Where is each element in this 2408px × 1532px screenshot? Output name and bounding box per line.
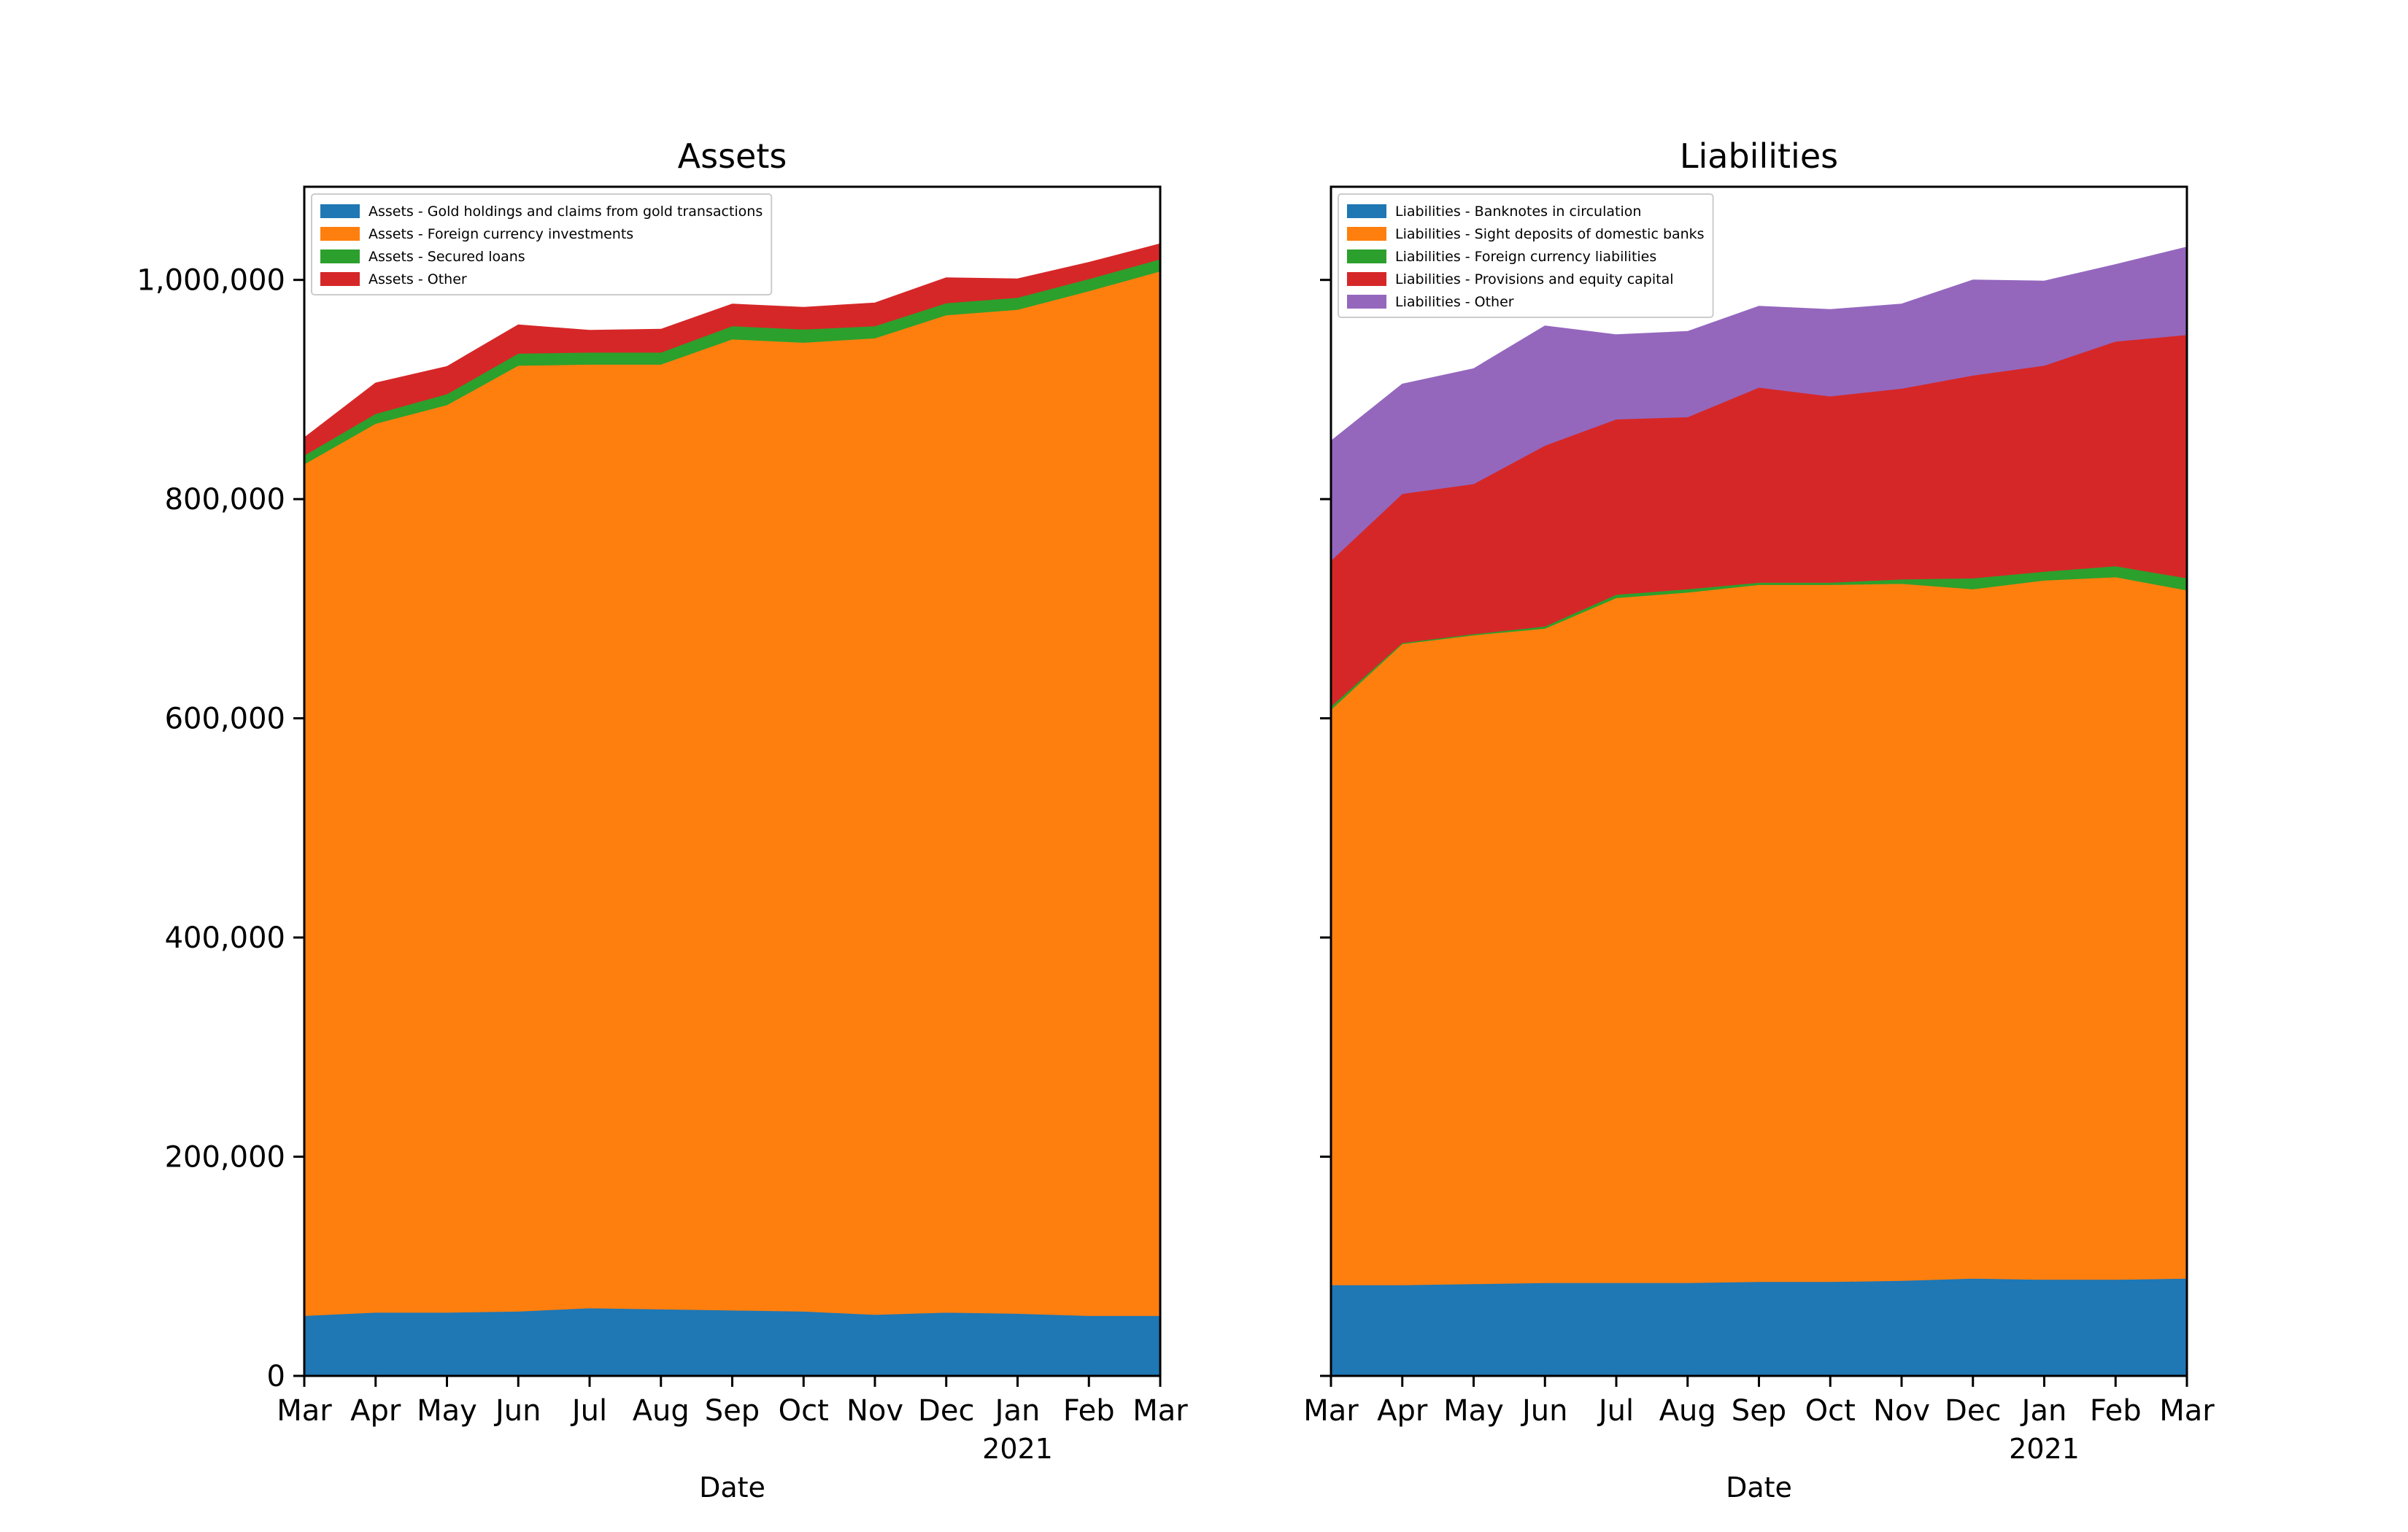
liabilities-x-tick-label: May xyxy=(1443,1394,1504,1428)
assets-x-tick-label: Sep xyxy=(705,1394,760,1428)
assets-areas xyxy=(304,243,1161,1377)
liabilities-x-tick-label: Dec xyxy=(1945,1394,2001,1428)
assets-x-year-label: 2021 xyxy=(982,1433,1053,1465)
assets-legend-label: Assets - Other xyxy=(368,271,467,287)
assets-x-tick-label: Dec xyxy=(918,1394,974,1428)
assets-x-tick-label: Jan xyxy=(993,1394,1041,1428)
assets-y-tick-label: 400,000 xyxy=(165,921,285,955)
liabilities-y-axis xyxy=(1320,279,1331,1377)
liabilities-x-tick-label: Feb xyxy=(2090,1394,2142,1428)
assets-area-gold-holdings-and-claims-from-gold-transactions xyxy=(304,1307,1161,1377)
liabilities-legend-label: Liabilities - Other xyxy=(1395,294,1514,310)
liabilities-x-tick-label: Apr xyxy=(1377,1394,1428,1428)
liabilities-x-tick-label: Sep xyxy=(1732,1394,1786,1428)
assets-chart: 0 200,000 400,000 600,000 800,000 1,000,000 M… xyxy=(136,136,1188,1504)
liabilities-area-banknotes-in-circulation xyxy=(1330,1277,2188,1377)
liabilities-x-tick-label: Oct xyxy=(1805,1394,1856,1428)
liabilities-chart-title: Liabilities xyxy=(1680,136,1838,176)
liabilities-x-year-label: 2021 xyxy=(2009,1433,2080,1465)
assets-x-tick-label: Oct xyxy=(779,1394,829,1428)
assets-legend-label: Assets - Gold holdings and claims from g… xyxy=(368,204,763,220)
assets-x-tick-label: Mar xyxy=(277,1394,332,1428)
liabilities-area-sight-deposits-of-domestic-banks xyxy=(1330,576,2188,1285)
assets-x-tick-label: Jun xyxy=(493,1394,541,1428)
assets-legend-swatch xyxy=(320,204,360,218)
liabilities-legend-label: Liabilities - Sight deposits of domestic… xyxy=(1395,226,1705,242)
assets-x-tick-label: Jul xyxy=(570,1394,607,1428)
liabilities-x-tick-label: Aug xyxy=(1659,1394,1716,1428)
liabilities-legend-swatch xyxy=(1347,249,1386,263)
assets-legend-label: Assets - Secured loans xyxy=(368,249,525,265)
assets-y-tick-label: 0 xyxy=(267,1360,285,1393)
liabilities-legend-swatch xyxy=(1347,295,1386,309)
assets-legend-swatch xyxy=(320,227,360,241)
liabilities-areas xyxy=(1330,246,2188,1377)
assets-y-tick-label: 1,000,000 xyxy=(136,264,285,298)
liabilities-x-tick-label: Nov xyxy=(1873,1394,1930,1428)
assets-legend: Assets - Gold holdings and claims from g… xyxy=(311,193,773,295)
assets-x-tick-label: Feb xyxy=(1063,1394,1115,1428)
assets-legend-label: Assets - Foreign currency investments xyxy=(368,226,633,242)
liabilities-legend-box xyxy=(1338,193,1714,318)
assets-y-tick-label: 800,000 xyxy=(165,483,285,517)
assets-x-axis-label: Date xyxy=(699,1471,765,1504)
assets-y-tick-label: 600,000 xyxy=(165,703,285,736)
liabilities-chart: Mar Apr May Jun Jul Aug Sep Oct Nov Dec Jan Feb Mar … xyxy=(1303,136,2215,1504)
assets-x-tick-label: May xyxy=(417,1394,477,1428)
liabilities-x-tick-label: Mar xyxy=(1303,1394,1359,1428)
liabilities-x-tick-label: Jun xyxy=(1520,1394,1568,1428)
liabilities-legend-swatch xyxy=(1347,227,1386,241)
assets-legend-swatch xyxy=(320,272,360,286)
assets-x-tick-label: Apr xyxy=(350,1394,401,1428)
liabilities-legend: Liabilities - Banknotes in circulation Li… xyxy=(1338,193,1714,318)
liabilities-x-tick-label: Jan xyxy=(2020,1394,2067,1428)
assets-x-axis: Mar Apr May Jun Jul Aug Sep Oct Nov Dec Jan Feb Mar xyxy=(277,1376,1188,1428)
liabilities-x-tick-label: Jul xyxy=(1597,1394,1634,1428)
liabilities-legend-label: Liabilities - Banknotes in circulation xyxy=(1395,204,1641,220)
assets-x-tick-label: Aug xyxy=(633,1394,690,1428)
assets-y-tick-label: 200,000 xyxy=(165,1141,285,1175)
assets-legend-box xyxy=(311,193,773,295)
liabilities-legend-label: Liabilities - Provisions and equity capi… xyxy=(1395,271,1674,287)
liabilities-legend-swatch xyxy=(1347,272,1386,286)
liabilities-x-axis: Mar Apr May Jun Jul Aug Sep Oct Nov Dec Jan Feb Mar xyxy=(1303,1376,2215,1428)
assets-x-tick-label: Nov xyxy=(846,1394,903,1428)
liabilities-legend-swatch xyxy=(1347,204,1386,218)
assets-y-axis: 0 200,000 400,000 600,000 800,000 1,000,000 xyxy=(136,264,304,1393)
assets-legend-swatch xyxy=(320,249,360,263)
assets-x-tick-label: Mar xyxy=(1132,1394,1188,1428)
liabilities-x-tick-label: Mar xyxy=(2159,1394,2215,1428)
assets-chart-title: Assets xyxy=(678,136,787,176)
liabilities-legend-label: Liabilities - Foreign currency liabiliti… xyxy=(1395,249,1656,265)
assets-area-foreign-currency-investments xyxy=(304,271,1161,1316)
liabilities-x-axis-label: Date xyxy=(1726,1471,1792,1504)
